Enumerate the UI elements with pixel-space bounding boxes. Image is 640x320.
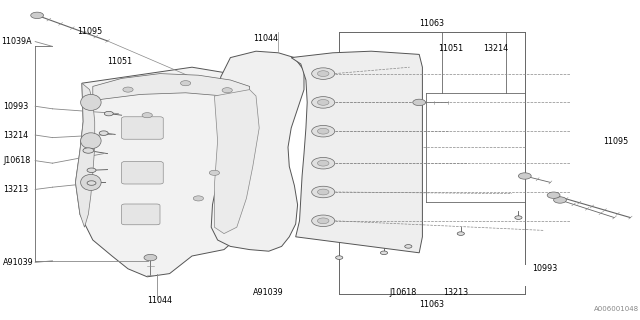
Polygon shape [214,90,259,234]
Ellipse shape [81,174,101,190]
Circle shape [144,254,157,261]
Text: 13213: 13213 [3,185,28,194]
Circle shape [515,216,522,220]
Text: 11044: 11044 [253,34,278,43]
Circle shape [317,128,329,134]
Circle shape [312,215,335,227]
Circle shape [180,81,191,86]
Text: J10618: J10618 [3,156,31,165]
Circle shape [554,197,566,203]
Text: 10993: 10993 [532,264,557,273]
Circle shape [312,186,335,198]
Circle shape [312,97,335,108]
Circle shape [222,88,232,93]
Circle shape [31,12,44,19]
Text: A006001048: A006001048 [593,306,639,312]
Circle shape [547,192,560,198]
Text: 13213: 13213 [443,288,468,297]
Text: 13214: 13214 [3,131,28,140]
Text: 11063: 11063 [419,19,445,28]
Text: 11095: 11095 [603,137,628,146]
Polygon shape [76,83,95,227]
Text: 11051: 11051 [438,44,463,53]
Circle shape [335,256,343,260]
Circle shape [87,168,96,172]
Circle shape [104,111,113,116]
Circle shape [317,71,329,76]
Polygon shape [291,51,422,253]
Circle shape [413,99,426,106]
Circle shape [193,196,204,201]
Circle shape [312,68,335,79]
Circle shape [457,232,465,236]
Text: 13214: 13214 [483,44,508,53]
Polygon shape [93,74,250,102]
Polygon shape [76,67,253,277]
Text: 11095: 11095 [77,27,102,36]
Circle shape [99,131,108,135]
Circle shape [123,87,133,92]
Circle shape [317,218,329,224]
Circle shape [142,113,152,118]
Circle shape [87,181,96,185]
Polygon shape [211,51,304,251]
Text: 11051: 11051 [108,57,132,66]
FancyBboxPatch shape [122,117,163,139]
Circle shape [317,160,329,166]
Text: 11063: 11063 [419,300,445,309]
Circle shape [404,244,412,248]
Circle shape [209,170,220,175]
FancyBboxPatch shape [122,162,163,184]
Text: 11044: 11044 [147,296,172,305]
Text: J10618: J10618 [389,288,417,297]
Circle shape [312,157,335,169]
Ellipse shape [81,94,101,110]
Circle shape [518,173,531,179]
Ellipse shape [81,133,101,149]
Circle shape [380,251,388,255]
Circle shape [317,189,329,195]
Text: A91039: A91039 [253,288,284,297]
FancyBboxPatch shape [122,204,160,225]
Circle shape [83,148,93,153]
Circle shape [312,125,335,137]
Text: 11039A: 11039A [1,37,32,46]
Text: 10993: 10993 [3,102,28,111]
Circle shape [317,100,329,105]
Text: A91039: A91039 [3,258,34,267]
